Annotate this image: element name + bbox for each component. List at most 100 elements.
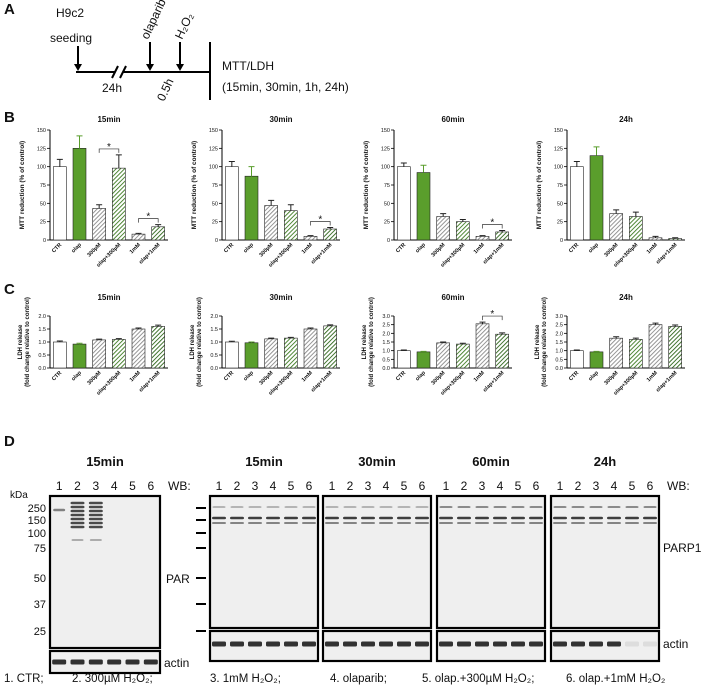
lane-number: 4 xyxy=(111,479,118,493)
error-bar xyxy=(287,336,294,339)
band xyxy=(361,522,375,524)
bar xyxy=(436,342,450,369)
error-bar xyxy=(228,161,235,167)
lane-number: 4 xyxy=(383,479,390,493)
x-tick-label: olap+1mM xyxy=(310,370,334,394)
lane-number: 2 xyxy=(347,479,354,493)
y-tick-label: 25 xyxy=(384,220,390,226)
y-tick-label: 1.5 xyxy=(382,340,390,346)
band xyxy=(361,516,375,520)
y-tick-label: 2.5 xyxy=(382,323,390,329)
y-tick-label: 100 xyxy=(554,165,563,171)
band xyxy=(625,516,639,520)
lane-number: 2 xyxy=(461,479,468,493)
significance-bracket xyxy=(310,221,331,226)
y-tick-label: 25 xyxy=(557,220,563,226)
bar-chart: 15min LDH release (fold change relative to… xyxy=(18,293,168,397)
y-axis-label: (fold change relative to control) xyxy=(369,297,375,387)
blot-frame xyxy=(208,629,320,663)
band xyxy=(325,641,339,647)
blot-frame xyxy=(321,629,433,663)
lane-number: 5 xyxy=(129,479,136,493)
band xyxy=(553,522,567,524)
x-tick-label: olap xyxy=(71,242,84,255)
x-tick-label: 1mM xyxy=(646,242,659,255)
error-bar xyxy=(672,324,679,327)
error-bar xyxy=(400,162,407,167)
band xyxy=(52,659,67,665)
error-bar xyxy=(420,164,427,173)
band xyxy=(511,516,525,520)
lane-number: 4 xyxy=(497,479,504,493)
blot-frame xyxy=(48,649,162,675)
legend-item: 3. 1mM H₂O₂; xyxy=(210,673,281,685)
x-tick-label: 1mM xyxy=(473,242,486,255)
band xyxy=(266,522,280,524)
bar xyxy=(668,326,682,369)
bar xyxy=(72,148,87,241)
y-axis-label: MTT reduction (% of control) xyxy=(536,141,543,229)
bar-chart: 24h LDH release (fold change relative to c… xyxy=(535,293,685,397)
error-bar xyxy=(632,337,639,340)
bar xyxy=(629,339,643,369)
error-bar xyxy=(56,340,63,342)
band xyxy=(70,525,85,529)
wb-label: WB: xyxy=(667,479,690,493)
bar xyxy=(609,213,623,241)
error-bar xyxy=(440,213,447,217)
bar xyxy=(416,351,431,369)
y-tick-label: 125 xyxy=(209,146,218,152)
band xyxy=(439,522,453,524)
y-tick-label: 0 xyxy=(387,238,390,244)
lane-number: 6 xyxy=(306,479,313,493)
band xyxy=(230,522,244,524)
band xyxy=(511,641,525,647)
error-bar xyxy=(440,341,447,343)
band xyxy=(379,506,393,508)
legend-item: 6. olap.+1mM H₂O₂ xyxy=(566,673,665,685)
y-tick-label: 1.0 xyxy=(210,340,218,346)
bar xyxy=(589,155,604,241)
interval-label: 24h xyxy=(102,81,122,95)
error-bar xyxy=(96,204,103,209)
band xyxy=(361,641,375,647)
bar-chart: 15min MTT reduction (% of control) 0 25 50 75… xyxy=(19,115,168,269)
x-tick-label: 300µM xyxy=(430,242,447,259)
error-bar xyxy=(135,232,142,235)
y-tick-label: 150 xyxy=(37,128,46,134)
band xyxy=(589,522,603,524)
bar xyxy=(668,238,682,241)
chart-title: 24h xyxy=(619,293,633,302)
y-axis-label: (fold change relative to control) xyxy=(25,297,31,387)
error-bar xyxy=(268,199,275,206)
lane-number: 3 xyxy=(252,479,259,493)
band xyxy=(70,659,85,665)
lane-number: 4 xyxy=(270,479,277,493)
y-axis-label: LDH release xyxy=(190,324,196,359)
panel-label: C xyxy=(4,281,15,298)
band xyxy=(230,506,244,508)
band xyxy=(415,506,429,508)
legend-item: 2. 300µM H₂O₂; xyxy=(72,673,153,685)
bar xyxy=(397,166,411,241)
interval-label: 0.5h xyxy=(154,76,177,103)
y-tick-label: 50 xyxy=(212,201,218,207)
x-tick-label: CTR xyxy=(51,370,63,382)
band xyxy=(571,506,585,508)
y-tick-label: 75 xyxy=(40,183,46,189)
band xyxy=(571,522,585,524)
x-tick-label: CTR xyxy=(395,242,407,254)
x-tick-label: 1mM xyxy=(129,370,142,383)
band xyxy=(379,641,393,647)
bar xyxy=(416,172,431,241)
band xyxy=(397,641,411,647)
error-bar xyxy=(115,154,122,169)
bar xyxy=(323,325,337,369)
error-bar xyxy=(672,237,679,239)
x-tick-label: 300µM xyxy=(430,370,447,387)
legend-item: 4. olaparib; xyxy=(330,673,387,685)
band xyxy=(457,506,471,508)
bar xyxy=(225,341,239,369)
chart-title: 15min xyxy=(97,293,120,302)
band xyxy=(457,641,471,647)
